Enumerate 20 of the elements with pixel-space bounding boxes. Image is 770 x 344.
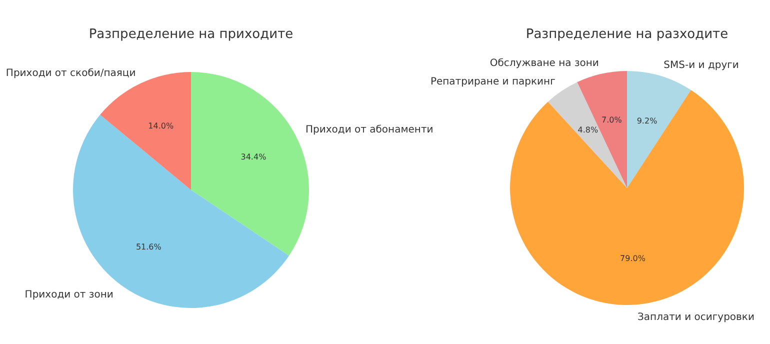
data-label: 34.4%: [240, 152, 267, 162]
chart-title: Разпределение на приходите: [88, 27, 294, 42]
pie-slice: [510, 90, 744, 305]
data-label: 9.2%: [636, 116, 658, 126]
slice-label: Обслужване на зони: [490, 58, 599, 69]
pie-slice: [577, 71, 627, 188]
slice-label: Репатриране и паркинг: [430, 76, 556, 88]
slice-label: Приходи от скоби/паяци: [6, 68, 136, 80]
chart-title: Разпределение на разходите: [526, 27, 728, 42]
pie-slice: [73, 114, 290, 308]
data-label: 7.0%: [602, 115, 622, 124]
slice-label: SMS-и и други: [664, 60, 739, 72]
slice-label: Заплати и осигуровки: [638, 312, 754, 323]
slice-label: Приходи от зони: [24, 290, 114, 301]
data-label: 4.8%: [578, 125, 598, 134]
data-label: 14.0%: [148, 122, 174, 131]
data-label: 79.0%: [620, 254, 646, 263]
slice-label: Приходи от абонаменти: [306, 124, 434, 136]
pie-slice: [627, 71, 691, 188]
data-label: 51.6%: [136, 242, 162, 252]
